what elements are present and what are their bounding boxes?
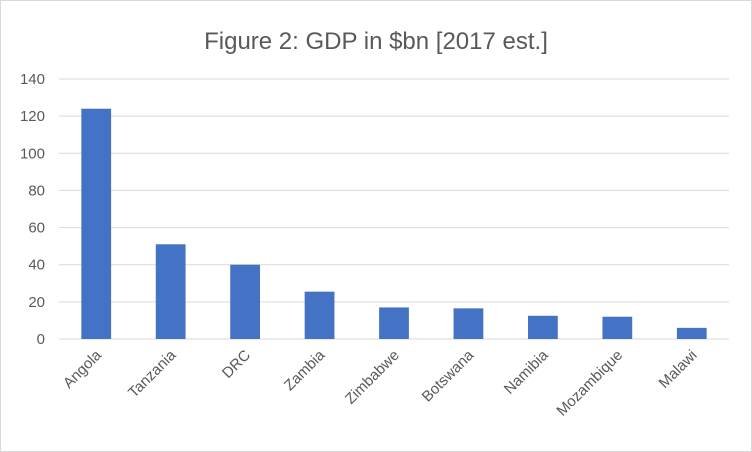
y-tick-label: 100	[20, 145, 45, 162]
x-category-label: Botswana	[419, 346, 478, 405]
y-tick-label: 20	[28, 294, 45, 311]
x-axis-categories: Angola Tanzania DRC Zambia Zimbabwe Botswana N…	[60, 346, 701, 419]
x-category-label: DRC	[219, 347, 254, 382]
x-category-label: Zimbabwe	[342, 347, 403, 408]
y-tick-label: 140	[20, 71, 45, 88]
y-tick-label: 80	[28, 182, 45, 199]
y-axis-ticks: 0 20 40 60 80 100 120 140	[20, 71, 45, 348]
x-category-label: Malawi	[656, 347, 701, 392]
chart-title: Figure 2: GDP in $bn [2017 est.]	[204, 28, 548, 55]
bar-tanzania	[155, 244, 186, 339]
bar-botswana	[453, 308, 484, 339]
bar-zimbabwe	[379, 307, 409, 339]
bar-angola	[81, 108, 112, 339]
x-category-label: Zambia	[281, 346, 329, 394]
bar-namibia	[528, 315, 558, 339]
bar-mozambique	[602, 316, 633, 339]
x-category-label: Namibia	[501, 346, 552, 397]
x-category-label: Angola	[60, 346, 106, 392]
x-category-label: Tanzania	[125, 346, 180, 401]
bars	[81, 108, 707, 339]
y-tick-label: 40	[28, 257, 45, 274]
y-tick-label: 120	[20, 108, 45, 125]
y-tick-label: 60	[28, 220, 45, 237]
bar-malawi	[676, 327, 707, 339]
x-category-label: Mozambique	[553, 347, 626, 420]
bar-drc	[230, 264, 260, 339]
y-tick-label: 0	[37, 331, 45, 348]
bar-zambia	[304, 291, 335, 339]
